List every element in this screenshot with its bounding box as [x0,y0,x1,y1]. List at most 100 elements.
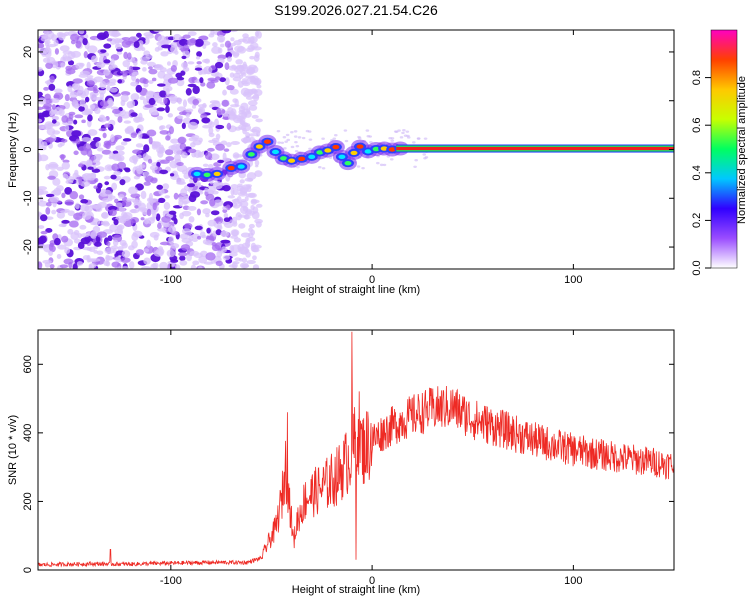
noise-blob [250,76,256,82]
noise-blob [178,38,189,47]
noise-blob [40,214,48,222]
noise-speck [301,136,306,140]
noise-blob [151,111,160,116]
noise-blob [190,264,197,269]
noise-speck [308,147,312,150]
noise-blob [109,87,118,93]
noise-blob [138,164,146,169]
noise-speck [379,163,384,167]
noise-blob [59,264,69,269]
noise-blob [103,69,111,76]
noise-blob [78,30,85,35]
noise-blob [132,230,143,238]
noise-blob [91,168,101,173]
noise-blob [130,93,140,101]
noise-blob [153,94,159,102]
noise-blob [111,182,118,191]
noise-speck [293,135,298,138]
noise-blob [131,154,138,161]
noise-blob [187,121,199,130]
noise-blob [124,111,130,115]
noise-blob [209,198,216,207]
noise-blob [251,199,260,204]
noise-blob [211,242,217,247]
noise-blob [121,266,129,269]
noise-blob [232,76,242,82]
noise-blob [204,187,209,193]
noise-blob [224,77,230,86]
colorbar-ticks: 0.0 0.2 0.4 0.6 0.8 [691,70,711,276]
noise-blob [229,88,239,95]
noise-blob [38,91,43,97]
noise-blob [161,39,172,44]
noise-blob [150,216,156,221]
noise-blob [78,73,88,78]
noise-blob [119,70,129,75]
noise-blob [120,99,126,107]
noise-blob [142,135,150,139]
ridge-peak [380,146,388,151]
noise-blob [39,196,44,203]
noise-blob [131,73,137,82]
noise-blob [106,241,111,247]
noise-blob [83,51,88,59]
noise-blob [63,31,70,37]
noise-blob [82,211,92,220]
noise-blob [112,108,121,114]
noise-blob [132,149,143,155]
noise-blob [58,223,67,228]
noise-blob [162,183,170,190]
noise-blob [187,61,195,65]
noise-blob [51,104,57,110]
noise-blob [209,153,220,161]
noise-blob [156,107,166,112]
noise-blob [176,106,187,112]
noise-blob [113,170,122,176]
snr-series-line [38,331,674,568]
noise-blob [158,188,165,195]
noise-blob [61,219,70,224]
noise-blob [78,163,84,168]
noise-blob [148,68,158,75]
noise-blob [232,221,238,227]
noise-blob [157,70,166,79]
noise-speck [357,137,362,140]
noise-blob [168,126,175,135]
noise-speck [255,134,259,137]
noise-blob [126,198,132,202]
noise-blob [101,211,109,219]
noise-blob [73,212,83,220]
noise-blob [227,195,236,199]
noise-blob [94,108,101,115]
noise-blob [139,95,145,101]
noise-blob [76,90,86,97]
noise-blob [183,230,193,236]
noise-blob [112,153,122,161]
noise-blob [122,60,131,68]
noise-blob [73,238,81,244]
noise-speck [285,133,290,137]
ridge-peak [288,158,296,163]
noise-blob [120,141,128,146]
noise-blob [45,62,53,69]
noise-blob [112,150,119,155]
noise-blob [38,42,45,49]
noise-blob [134,205,139,209]
noise-blob [168,210,177,215]
noise-blob [181,169,188,175]
noise-blob [38,200,48,207]
noise-blob [252,264,260,269]
y-tick-label: -10 [22,190,34,206]
noise-speck [290,145,295,149]
noise-blob [250,242,257,250]
noise-blob [215,76,221,81]
noise-blob [130,216,140,224]
noise-blob [61,115,69,123]
noise-blob [142,67,147,72]
noise-blob [60,62,66,68]
noise-blob [247,44,256,51]
noise-blob [86,159,93,166]
noise-speck [382,163,387,167]
noise-blob [201,117,211,124]
noise-blob [152,202,157,211]
